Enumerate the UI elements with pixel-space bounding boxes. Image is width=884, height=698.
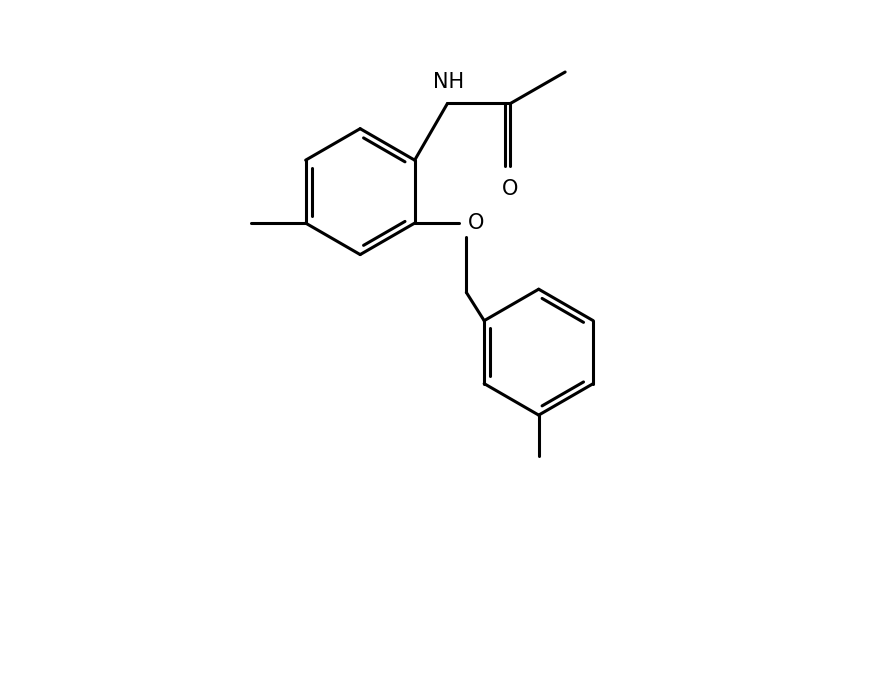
- Text: NH: NH: [433, 72, 464, 92]
- Text: O: O: [502, 179, 519, 199]
- Text: O: O: [468, 213, 484, 233]
